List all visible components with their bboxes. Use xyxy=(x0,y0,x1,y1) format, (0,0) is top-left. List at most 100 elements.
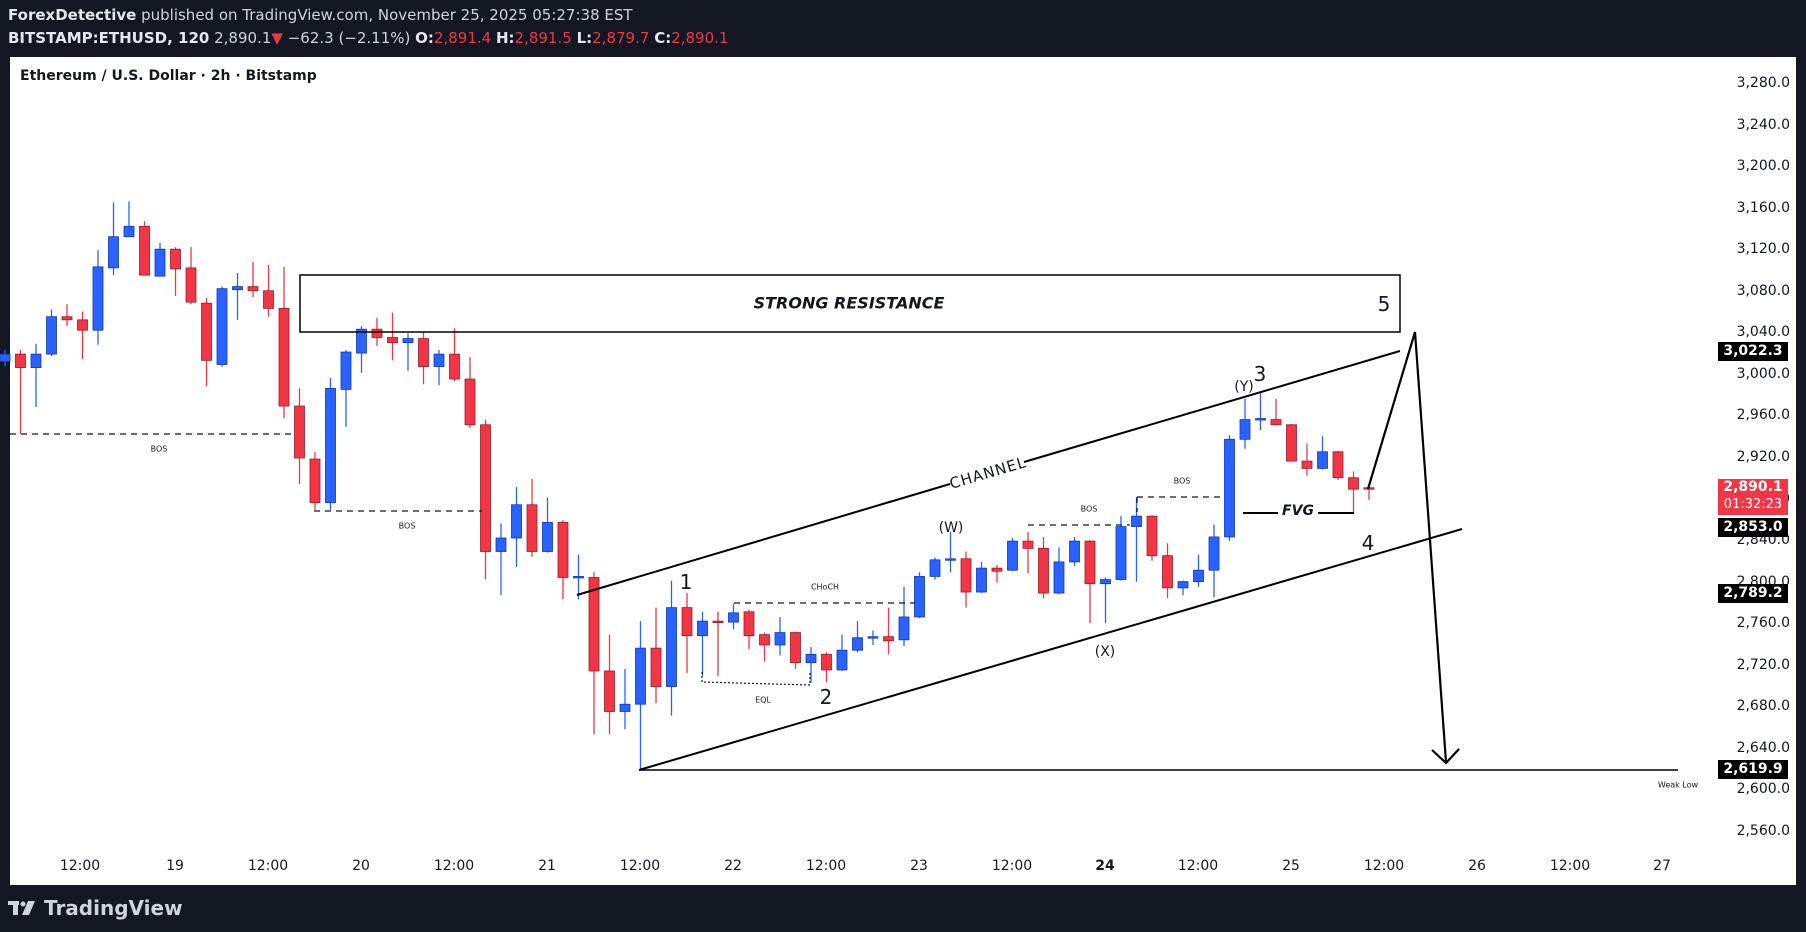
time-axis-label: 12:00 xyxy=(991,858,1033,874)
eql-label: EQL xyxy=(755,695,771,705)
candle[interactable] xyxy=(480,424,491,552)
candle[interactable] xyxy=(852,637,863,651)
candle[interactable] xyxy=(805,653,817,664)
candle[interactable] xyxy=(139,225,150,276)
candle[interactable] xyxy=(232,286,243,291)
symbol-info: BITSTAMP:ETHUSD, 120 2,890.1▼ −62.3 (−2.… xyxy=(8,29,728,47)
candle[interactable] xyxy=(15,353,26,369)
candle[interactable] xyxy=(464,378,476,426)
strong-resistance-box[interactable] xyxy=(299,274,1401,333)
candle[interactable] xyxy=(1301,460,1313,469)
candle[interactable] xyxy=(1053,561,1065,594)
candle[interactable] xyxy=(154,248,166,277)
candle[interactable] xyxy=(960,558,972,593)
candle[interactable] xyxy=(759,634,770,646)
candle[interactable] xyxy=(898,616,910,641)
candle[interactable] xyxy=(1255,418,1266,421)
candle[interactable] xyxy=(30,353,42,369)
candle[interactable] xyxy=(929,559,941,577)
candle[interactable] xyxy=(1022,540,1034,549)
bos-label-1: BOS xyxy=(150,444,168,454)
candle[interactable] xyxy=(1348,477,1359,490)
candle[interactable] xyxy=(1270,419,1282,426)
candle[interactable] xyxy=(356,328,367,354)
candle[interactable] xyxy=(604,670,615,712)
candle[interactable] xyxy=(557,522,569,578)
candle[interactable] xyxy=(1332,451,1344,479)
candle[interactable] xyxy=(309,458,321,504)
candle[interactable] xyxy=(790,632,801,664)
candle[interactable] xyxy=(1069,540,1080,563)
author-name[interactable]: ForexDetective xyxy=(8,6,137,24)
candle[interactable] xyxy=(1224,438,1235,538)
candle[interactable] xyxy=(278,308,290,407)
candle[interactable] xyxy=(247,286,259,292)
candle[interactable] xyxy=(914,576,925,618)
candle[interactable] xyxy=(836,649,848,671)
candle[interactable] xyxy=(449,353,460,380)
candle[interactable] xyxy=(294,405,305,459)
candle[interactable] xyxy=(991,567,1003,572)
candle[interactable] xyxy=(619,703,631,712)
candle[interactable] xyxy=(1162,555,1173,589)
candle[interactable] xyxy=(185,267,197,303)
candle[interactable] xyxy=(170,248,181,270)
candle[interactable] xyxy=(1084,540,1096,585)
candle[interactable] xyxy=(1177,581,1189,589)
candle[interactable] xyxy=(216,288,228,365)
candle[interactable] xyxy=(511,504,522,539)
candle[interactable] xyxy=(108,236,119,269)
fvg-label: FVG xyxy=(1282,503,1314,519)
candle[interactable] xyxy=(1146,515,1158,557)
candle[interactable] xyxy=(976,567,987,593)
candle[interactable] xyxy=(92,266,104,331)
candle[interactable] xyxy=(666,607,677,687)
candle[interactable] xyxy=(402,338,414,344)
candle[interactable] xyxy=(263,290,274,309)
candle[interactable] xyxy=(650,647,662,687)
candle[interactable] xyxy=(123,225,135,238)
candle[interactable] xyxy=(495,537,507,552)
candle[interactable] xyxy=(77,319,88,331)
candle[interactable] xyxy=(821,653,832,671)
candle[interactable] xyxy=(1100,579,1111,585)
candle[interactable] xyxy=(1208,536,1220,571)
candle[interactable] xyxy=(1131,515,1142,527)
candle[interactable] xyxy=(433,353,445,367)
candle[interactable] xyxy=(573,576,584,579)
candle[interactable] xyxy=(1193,569,1204,583)
candle[interactable] xyxy=(635,647,646,705)
candle[interactable] xyxy=(697,620,708,637)
candle[interactable] xyxy=(387,337,398,344)
tradingview-logo[interactable]: TradingView xyxy=(8,896,183,920)
symbol[interactable]: BITSTAMP:ETHUSD, 120 xyxy=(8,29,210,47)
candle[interactable] xyxy=(46,316,57,355)
current-price-tag: 2,890.1 01:32:23 xyxy=(1718,479,1788,516)
candle[interactable] xyxy=(774,632,786,646)
candle[interactable] xyxy=(1038,547,1049,594)
candle[interactable] xyxy=(371,328,383,338)
candle[interactable] xyxy=(1317,451,1328,469)
candle[interactable] xyxy=(1007,540,1018,571)
candle[interactable] xyxy=(945,558,956,561)
candle[interactable] xyxy=(588,577,600,672)
candle[interactable] xyxy=(418,338,429,367)
candle[interactable] xyxy=(0,353,11,362)
candle[interactable] xyxy=(867,636,879,639)
candle[interactable] xyxy=(728,612,739,623)
candle[interactable] xyxy=(542,522,553,552)
candle[interactable] xyxy=(325,387,336,504)
candle[interactable] xyxy=(340,351,352,390)
candle[interactable] xyxy=(201,302,212,361)
candle[interactable] xyxy=(1239,419,1251,440)
candle[interactable] xyxy=(1115,526,1127,580)
candle[interactable] xyxy=(712,620,724,624)
candle[interactable] xyxy=(61,316,73,321)
candle[interactable] xyxy=(681,607,693,637)
candle[interactable] xyxy=(1286,424,1297,462)
candle[interactable] xyxy=(743,611,755,637)
chart-panel[interactable] xyxy=(10,57,1796,885)
candle[interactable] xyxy=(883,636,894,642)
candle[interactable] xyxy=(526,504,538,552)
